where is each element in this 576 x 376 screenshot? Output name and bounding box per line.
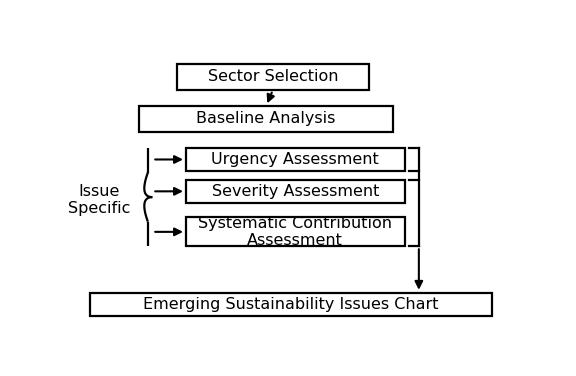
- Text: Systematic Contribution
Assessment: Systematic Contribution Assessment: [198, 216, 392, 248]
- Text: Emerging Sustainability Issues Chart: Emerging Sustainability Issues Chart: [143, 297, 438, 312]
- Text: Baseline Analysis: Baseline Analysis: [196, 111, 336, 126]
- Text: Sector Selection: Sector Selection: [207, 70, 338, 85]
- Text: Urgency Assessment: Urgency Assessment: [211, 152, 379, 167]
- FancyBboxPatch shape: [139, 106, 393, 132]
- Text: Severity Assessment: Severity Assessment: [211, 184, 379, 199]
- Text: Issue
Specific: Issue Specific: [67, 184, 130, 216]
- FancyBboxPatch shape: [186, 217, 404, 246]
- FancyBboxPatch shape: [186, 148, 404, 171]
- FancyBboxPatch shape: [90, 293, 491, 316]
- FancyBboxPatch shape: [186, 180, 404, 203]
- FancyBboxPatch shape: [177, 64, 369, 90]
